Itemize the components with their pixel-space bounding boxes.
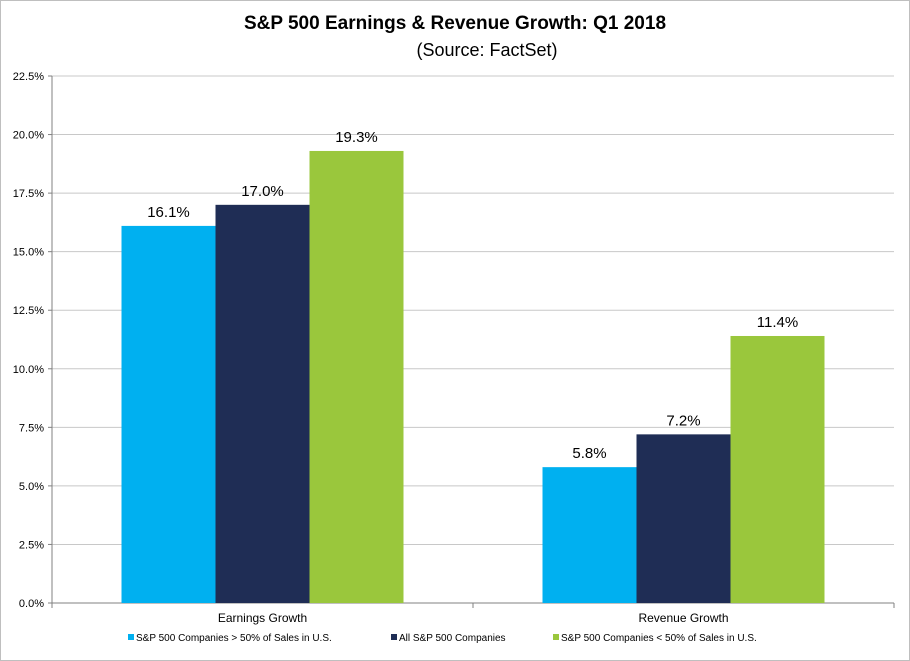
data-label: 16.1% [147,204,190,221]
y-tick-label: 22.5% [13,71,44,83]
legend-swatch [553,634,559,640]
y-tick-label: 5.0% [19,481,44,493]
bar [215,204,310,604]
bar [636,434,731,603]
chart-subtitle: (Source: FactSet) [416,40,557,60]
x-category-label: Revenue Growth [638,611,728,625]
legend-swatch [391,634,397,640]
legend-label: All S&P 500 Companies [399,633,506,644]
data-label: 7.2% [666,412,700,429]
data-label: 17.0% [241,183,284,200]
legend-label: S&P 500 Companies > 50% of Sales in U.S. [136,633,332,644]
y-tick-label: 2.5% [19,539,44,551]
data-label: 19.3% [335,129,378,146]
chart-title: S&P 500 Earnings & Revenue Growth: Q1 20… [244,13,666,34]
data-label: 5.8% [572,445,606,462]
y-tick-label: 12.5% [13,305,44,317]
bar [730,335,825,603]
y-tick-label: 17.5% [13,188,44,200]
bars [121,150,825,604]
y-tick-label: 10.0% [13,364,44,376]
data-labels: 16.1% 17.0% 19.3% 5.8% 7.2% 11.4% [147,129,798,462]
legend-label: S&P 500 Companies < 50% of Sales in U.S. [561,633,757,644]
y-tick-label: 7.5% [19,422,44,434]
legend: S&P 500 Companies > 50% of Sales in U.S.… [128,633,757,644]
axes: 0.0% 2.5% 5.0% 7.5% 10.0% 12.5% 15.0% 17.5% 20.0… [13,71,895,625]
data-label: 11.4% [757,314,798,331]
x-category-label: Earnings Growth [218,611,307,625]
y-tick-label: 0.0% [19,598,44,610]
y-tick-label: 15.0% [13,247,44,259]
bar [121,225,216,603]
bar [542,467,637,603]
legend-swatch [128,634,134,640]
y-tick-label: 20.0% [13,130,44,142]
bar [309,150,404,603]
